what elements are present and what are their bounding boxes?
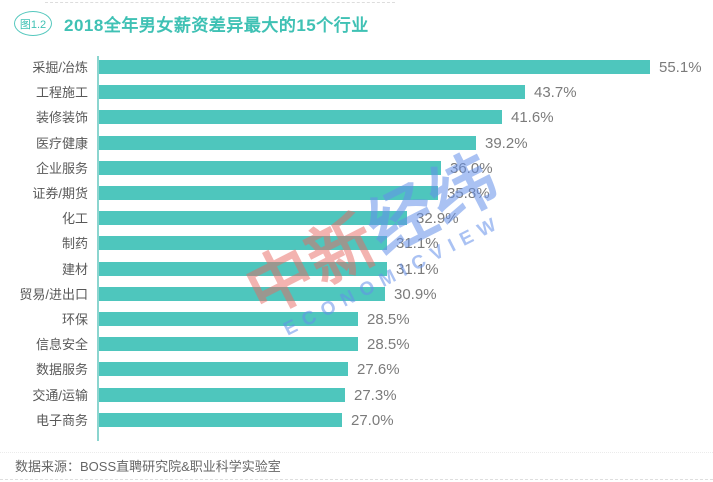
top-crop-artifact-line [45,2,395,3]
value-label: 28.5% [367,311,410,328]
bar [99,362,348,376]
bar [99,211,407,225]
category-label: 交通/运输 [32,388,88,403]
value-label: 32.9% [416,210,459,227]
category-label: 采掘/冶炼 [32,60,88,75]
bar [99,388,345,402]
bar [99,413,342,427]
bar [99,60,650,74]
category-label: 数据服务 [35,362,88,377]
value-label: 41.6% [511,109,554,126]
bar [99,262,387,276]
value-label: 31.1% [396,261,439,278]
value-label: 30.9% [394,286,437,303]
y-axis-line [97,56,99,441]
category-label: 化工 [61,211,88,226]
bar [99,161,441,175]
category-label: 信息安全 [35,337,88,352]
category-label: 贸易/进出口 [19,287,88,302]
bar [99,312,358,326]
value-label: 39.2% [485,135,528,152]
category-label: 建材 [61,262,88,277]
value-label: 27.6% [357,361,400,378]
category-label: 工程施工 [35,85,88,100]
bar [99,85,525,99]
bar [99,236,387,250]
bar [99,287,385,301]
category-label: 装修装饰 [35,110,88,125]
value-label: 55.1% [659,59,702,76]
value-label: 36.0% [450,160,493,177]
mid-crop-artifact-line [0,452,713,453]
category-label: 电子商务 [35,413,88,428]
figure-number-label: 图1.2 [19,18,47,31]
category-label: 医疗健康 [35,136,88,151]
value-label: 31.1% [396,235,439,252]
value-label: 27.3% [354,387,397,404]
category-label: 制药 [61,236,88,251]
bottom-crop-artifact-line [0,479,713,480]
bar [99,110,502,124]
bar [99,337,358,351]
bar [99,186,438,200]
chart-title: 2018全年男女薪资差异最大的15个行业 [64,16,369,35]
value-label: 43.7% [534,84,577,101]
value-label: 27.0% [351,412,394,429]
value-label: 35.8% [447,185,490,202]
category-label: 证券/期货 [32,186,88,201]
bar [99,136,476,150]
figure-number-badge: 图1.2 [14,11,52,36]
data-source-note: 数据来源：BOSS直聘研究院&职业科学实验室 [15,459,281,474]
category-label: 环保 [61,312,88,327]
category-label: 企业服务 [35,161,88,176]
value-label: 28.5% [367,336,410,353]
